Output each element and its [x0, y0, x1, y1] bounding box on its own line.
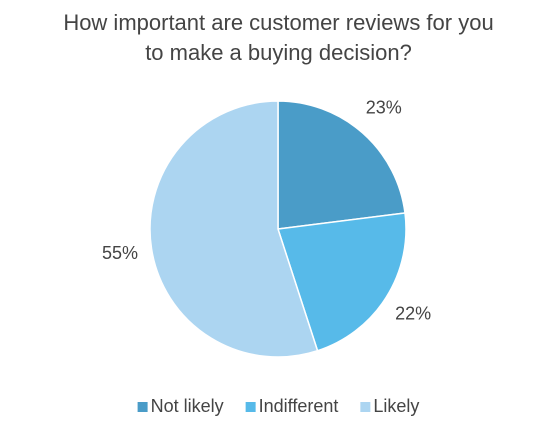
chart-title: How important are customer reviews for y…	[63, 10, 494, 65]
chart-title-box: How important are customer reviews for y…	[0, 8, 557, 68]
legend-swatch	[245, 402, 256, 412]
data-label: 55%	[102, 243, 138, 263]
pie-slice	[149, 100, 319, 358]
pie-slice	[277, 100, 406, 230]
legend-label: Indifferent	[259, 396, 339, 416]
legend-label: Likely	[373, 396, 419, 416]
legend-swatch	[360, 402, 371, 412]
legend-swatch	[137, 402, 148, 412]
data-label: 22%	[395, 303, 431, 323]
data-label: 23%	[366, 98, 402, 118]
pie-slice	[277, 212, 407, 352]
legend-label: Not likely	[151, 396, 224, 416]
